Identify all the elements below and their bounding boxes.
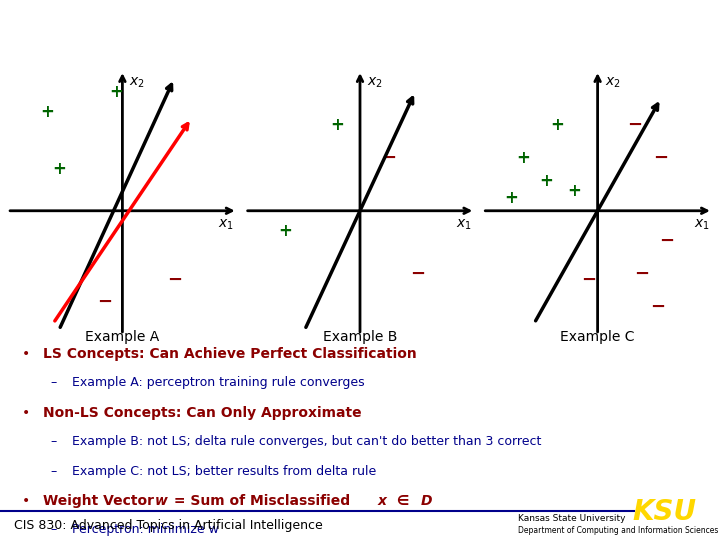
Text: –: – bbox=[50, 464, 57, 477]
Text: +: + bbox=[516, 149, 530, 167]
Text: •: • bbox=[22, 406, 30, 420]
Text: +: + bbox=[539, 172, 553, 190]
Text: $x_1$: $x_1$ bbox=[218, 218, 234, 232]
Text: •: • bbox=[22, 494, 30, 508]
Text: +: + bbox=[278, 221, 292, 240]
Text: +: + bbox=[40, 103, 55, 120]
Text: Example A: perceptron training rule converges: Example A: perceptron training rule conv… bbox=[72, 376, 364, 389]
Text: +: + bbox=[109, 83, 124, 100]
Text: Example C: Example C bbox=[560, 330, 635, 345]
Text: $x_2$: $x_2$ bbox=[367, 75, 383, 90]
Text: –: – bbox=[50, 435, 57, 448]
Text: −: − bbox=[381, 149, 397, 167]
Text: −: − bbox=[410, 265, 426, 282]
Text: = Sum of Misclassified: = Sum of Misclassified bbox=[169, 494, 355, 508]
Text: $x_2$: $x_2$ bbox=[130, 75, 145, 90]
Text: LS Concepts: Can Achieve Perfect Classification: LS Concepts: Can Achieve Perfect Classif… bbox=[43, 347, 417, 361]
Text: +: + bbox=[52, 160, 66, 178]
Text: –: – bbox=[50, 523, 57, 536]
Text: CIS 830: Advanced Topics in Artificial Intelligence: CIS 830: Advanced Topics in Artificial I… bbox=[14, 519, 323, 532]
Text: −: − bbox=[653, 149, 669, 167]
Text: KSU: KSU bbox=[632, 498, 696, 525]
Text: •: • bbox=[22, 347, 30, 361]
Text: ∈: ∈ bbox=[392, 494, 415, 508]
Text: −: − bbox=[581, 271, 596, 289]
Text: −: − bbox=[650, 298, 665, 316]
Text: −: − bbox=[627, 116, 642, 134]
Text: Example B: not LS; delta rule converges, but can't do better than 3 correct: Example B: not LS; delta rule converges,… bbox=[72, 435, 541, 448]
Text: Weight Vector: Weight Vector bbox=[43, 494, 159, 508]
Text: Department of Computing and Information Sciences: Department of Computing and Information … bbox=[518, 526, 719, 536]
Text: $x_1$: $x_1$ bbox=[693, 218, 709, 232]
Text: −: − bbox=[659, 232, 675, 249]
Text: +: + bbox=[567, 182, 582, 200]
Text: Example C: not LS; better results from delta rule: Example C: not LS; better results from d… bbox=[72, 464, 377, 477]
Text: Kansas State University: Kansas State University bbox=[518, 515, 626, 523]
Text: −: − bbox=[166, 271, 182, 289]
Text: Example B: Example B bbox=[323, 330, 397, 345]
Text: x: x bbox=[378, 494, 387, 508]
Text: Non-LS Concepts: Can Only Approximate: Non-LS Concepts: Can Only Approximate bbox=[43, 406, 362, 420]
Text: D: D bbox=[421, 494, 433, 508]
Text: −: − bbox=[634, 265, 649, 282]
Text: +: + bbox=[550, 116, 564, 134]
Text: Perceptron: minimize w: Perceptron: minimize w bbox=[72, 523, 219, 536]
Text: Example A: Example A bbox=[85, 330, 160, 345]
Text: $x_2$: $x_2$ bbox=[605, 75, 621, 90]
Text: w: w bbox=[155, 494, 168, 508]
Text: $x_1$: $x_1$ bbox=[456, 218, 472, 232]
Text: Gradient Descent:: Gradient Descent: bbox=[246, 12, 474, 32]
Text: –: – bbox=[50, 376, 57, 389]
Text: −: − bbox=[97, 293, 113, 310]
Text: Perceptron Rule versus Delta/LMS Rule: Perceptron Rule versus Delta/LMS Rule bbox=[114, 45, 606, 65]
Text: +: + bbox=[504, 188, 518, 206]
Text: +: + bbox=[330, 116, 344, 134]
